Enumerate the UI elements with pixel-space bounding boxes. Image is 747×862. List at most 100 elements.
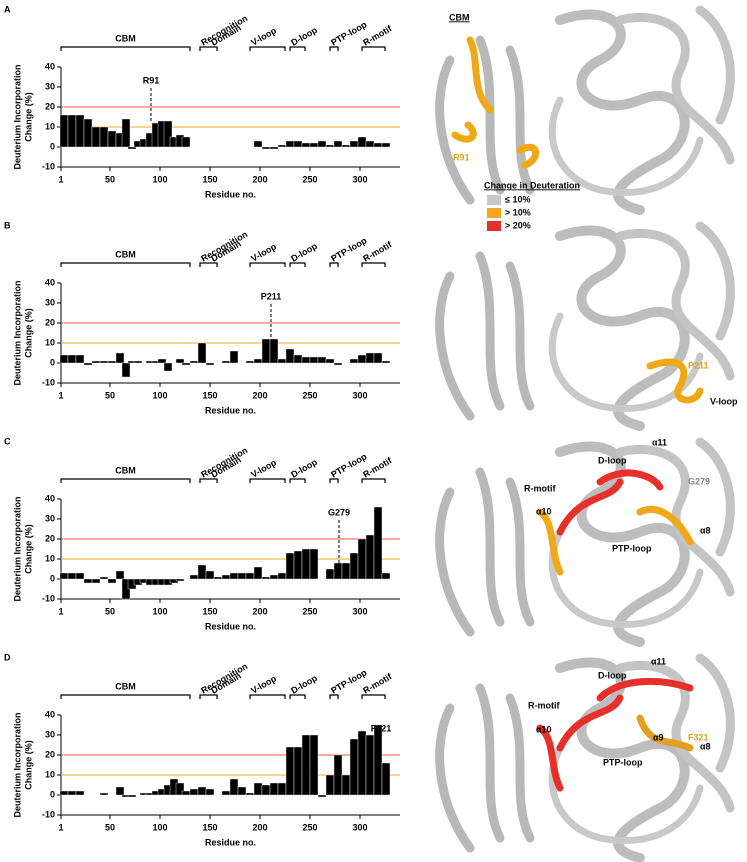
x-tick-label: 1 [58,174,63,184]
bar [99,360,109,364]
domain-label: CBM [115,33,136,43]
structure-label: R-motif [524,483,556,493]
ribbon [435,251,535,421]
domain-bracket [199,46,218,51]
bar [285,140,295,148]
bar [59,354,69,364]
ribbon [556,694,624,752]
bar [293,550,303,580]
structure-label: V-loop [710,396,738,406]
structure-label: α10 [536,506,552,516]
bar [381,142,391,148]
bar [333,562,343,580]
bar [115,570,125,580]
bar [309,734,319,796]
bar [301,548,311,580]
ribbon [596,469,664,491]
bar [277,144,287,148]
bar [269,146,279,150]
bar [373,352,383,364]
ribbon [555,9,690,215]
bar [107,578,117,584]
ribbon [548,96,704,197]
bar [181,790,191,796]
bar [157,358,167,364]
x-tick-label: 1 [58,822,63,832]
legend-title: Change in Deuteration [484,180,580,190]
bar [325,144,335,148]
domain-bracket [199,478,218,483]
y-tick-label: 40 [45,61,55,71]
bar [381,762,391,796]
structure-label: α10 [536,724,552,734]
domain-bracket [249,478,286,483]
ribbon [516,143,540,169]
bar [197,564,207,580]
bar [189,360,199,364]
bar [245,572,255,580]
y-axis-label: Change (%) [23,740,33,790]
domain-bracket [60,694,191,699]
legend-swatch [487,195,501,205]
bar [341,144,351,148]
y-tick-label: 40 [45,493,55,503]
y-tick-label: 10 [45,553,55,563]
bar [205,570,215,580]
bar [221,360,231,364]
structure-label: PTP-loop [603,757,643,767]
bar [341,774,351,796]
domain-label: CBM [115,465,136,475]
bar [301,356,311,364]
bar [67,114,77,148]
legend-label: ≤ 10% [505,194,530,204]
marker-label: P211 [261,291,282,301]
domain-bracket [289,694,306,699]
domain-label: CBM [115,249,136,259]
ribbon [636,714,694,752]
domain-bracket [249,694,286,699]
structure-label: R-motif [528,700,560,710]
domain-label: D-loop [289,25,319,48]
bar [121,362,131,378]
bar [285,348,295,364]
bar [205,362,215,366]
structure-label: α8 [700,741,711,751]
domain-label: V-loop [249,241,278,264]
marker-label: G279 [328,507,350,517]
bar [349,552,359,580]
bar [99,792,109,796]
bar [99,126,109,148]
marker-label: F321 [371,723,392,733]
bar [261,146,271,150]
legend-label: > 20% [505,220,531,230]
structure [435,221,735,431]
bar [349,738,359,796]
bar [229,778,239,796]
ribbon [435,467,535,637]
bar [175,578,185,582]
bar [121,118,131,148]
bar [285,746,295,796]
bar [133,360,143,364]
y-tick-label: 20 [45,317,55,327]
bar [83,362,93,366]
ribbon [556,478,624,536]
bar [67,354,77,364]
bar [175,358,185,364]
bar [309,356,319,364]
bar [67,790,77,796]
bar [175,782,185,796]
x-tick-label: 1 [58,606,63,616]
bar [325,568,335,580]
x-tick-label: 300 [352,390,367,400]
x-tick-label: 50 [105,390,115,400]
y-axis-label: Change (%) [23,92,33,142]
domain-bracket [361,262,386,267]
x-tick-label: 50 [105,606,115,616]
bar [325,358,335,364]
bar [269,782,279,796]
structure-label: α9 [653,732,664,742]
y-tick-label: -10 [42,809,55,819]
bar [107,130,117,148]
y-tick-label: 20 [45,101,55,111]
